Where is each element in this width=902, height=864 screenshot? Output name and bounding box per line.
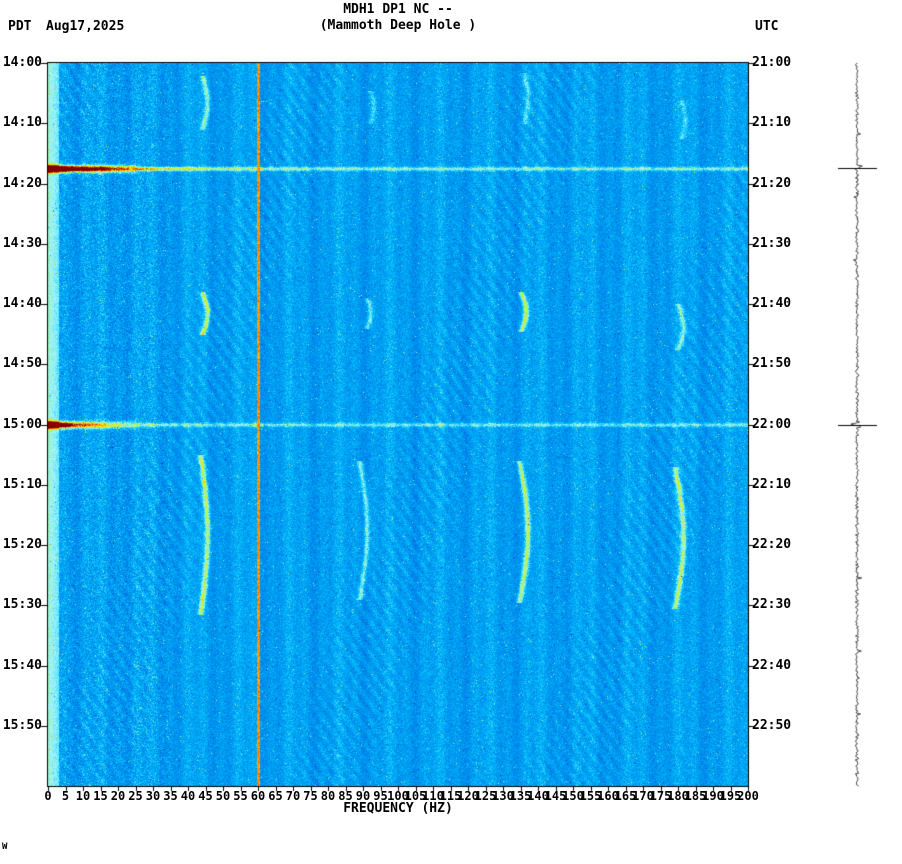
x-axis-title: FREQUENCY (HZ) (343, 801, 453, 816)
corner-mark: W (2, 842, 8, 852)
